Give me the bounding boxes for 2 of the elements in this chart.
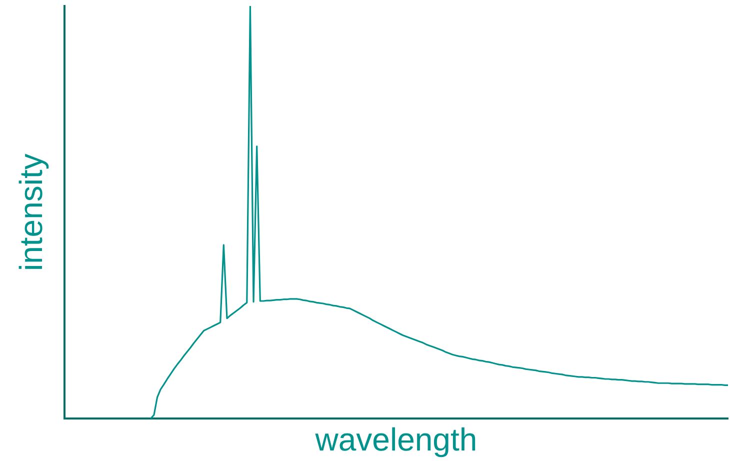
y-axis-title: intensity — [13, 154, 50, 271]
x-axis-title: wavelength — [314, 422, 478, 458]
